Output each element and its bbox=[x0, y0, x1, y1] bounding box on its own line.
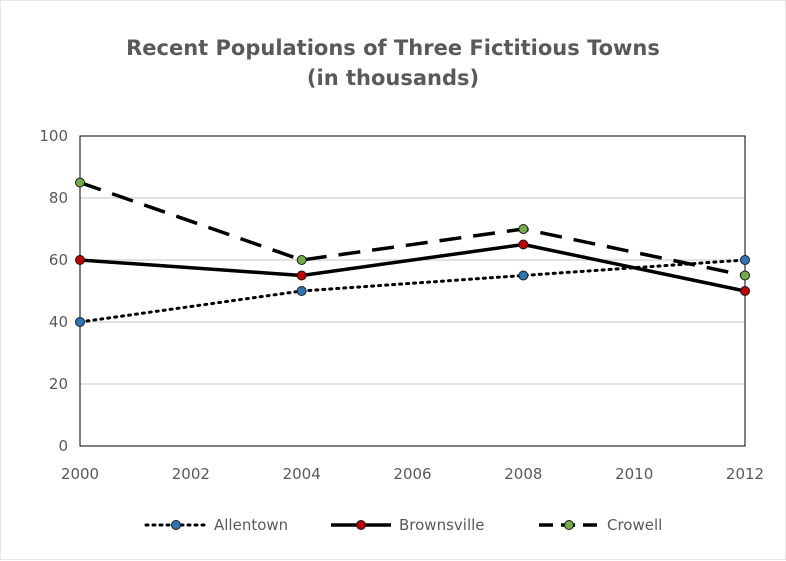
data-point-allentown-2000 bbox=[75, 317, 85, 327]
legend-item-brownsville: Brownsville bbox=[331, 516, 485, 534]
x-tick-label-2000: 2000 bbox=[61, 465, 99, 483]
x-tick-label-2004: 2004 bbox=[283, 465, 321, 483]
legend-marker-allentown bbox=[171, 520, 181, 530]
x-tick-label-2008: 2008 bbox=[504, 465, 542, 483]
series-line-brownsville bbox=[79, 242, 746, 293]
data-point-crowell-2012 bbox=[740, 270, 750, 281]
chart-title-line1: Recent Populations of Three Fictitious T… bbox=[126, 36, 660, 60]
legend-label-brownsville: Brownsville bbox=[399, 516, 485, 534]
data-point-allentown-2004 bbox=[296, 286, 307, 296]
legend-item-crowell: Crowell bbox=[539, 516, 662, 534]
series-line-allentown bbox=[78, 258, 747, 324]
x-tick-label-2010: 2010 bbox=[615, 465, 653, 483]
data-point-allentown-2008 bbox=[518, 270, 529, 281]
y-tick-label-40: 40 bbox=[49, 313, 68, 331]
data-point-brownsville-2008 bbox=[518, 239, 529, 250]
data-point-crowell-2004 bbox=[296, 255, 307, 265]
data-point-brownsville-2004 bbox=[296, 270, 307, 281]
y-tick-label-20: 20 bbox=[49, 375, 68, 393]
y-tick-label-0: 0 bbox=[58, 437, 68, 455]
legend-label-crowell: Crowell bbox=[607, 516, 662, 534]
legend-marker-crowell bbox=[564, 520, 574, 530]
chart-title-line2: (in thousands) bbox=[306, 66, 480, 90]
data-point-brownsville-2012 bbox=[740, 286, 750, 296]
plot-area-border bbox=[79, 135, 746, 447]
data-point-crowell-2000 bbox=[75, 177, 85, 188]
legend-label-allentown: Allentown bbox=[214, 516, 288, 534]
chart-title: Recent Populations of Three Fictitious T… bbox=[1, 33, 785, 93]
x-tick-label-2012: 2012 bbox=[726, 465, 764, 483]
x-tick-label-2006: 2006 bbox=[393, 465, 431, 483]
legend-item-allentown: Allentown bbox=[144, 516, 288, 534]
data-point-allentown-2012 bbox=[740, 255, 750, 265]
y-tick-label-60: 60 bbox=[49, 251, 68, 269]
x-tick-label-2002: 2002 bbox=[172, 465, 210, 483]
y-tick-label-80: 80 bbox=[49, 189, 68, 207]
legend-marker-brownsville bbox=[356, 520, 366, 530]
series-line-crowell bbox=[79, 180, 746, 278]
y-tick-label-100: 100 bbox=[39, 127, 68, 145]
data-point-brownsville-2000 bbox=[75, 255, 85, 265]
data-point-crowell-2008 bbox=[518, 224, 529, 234]
